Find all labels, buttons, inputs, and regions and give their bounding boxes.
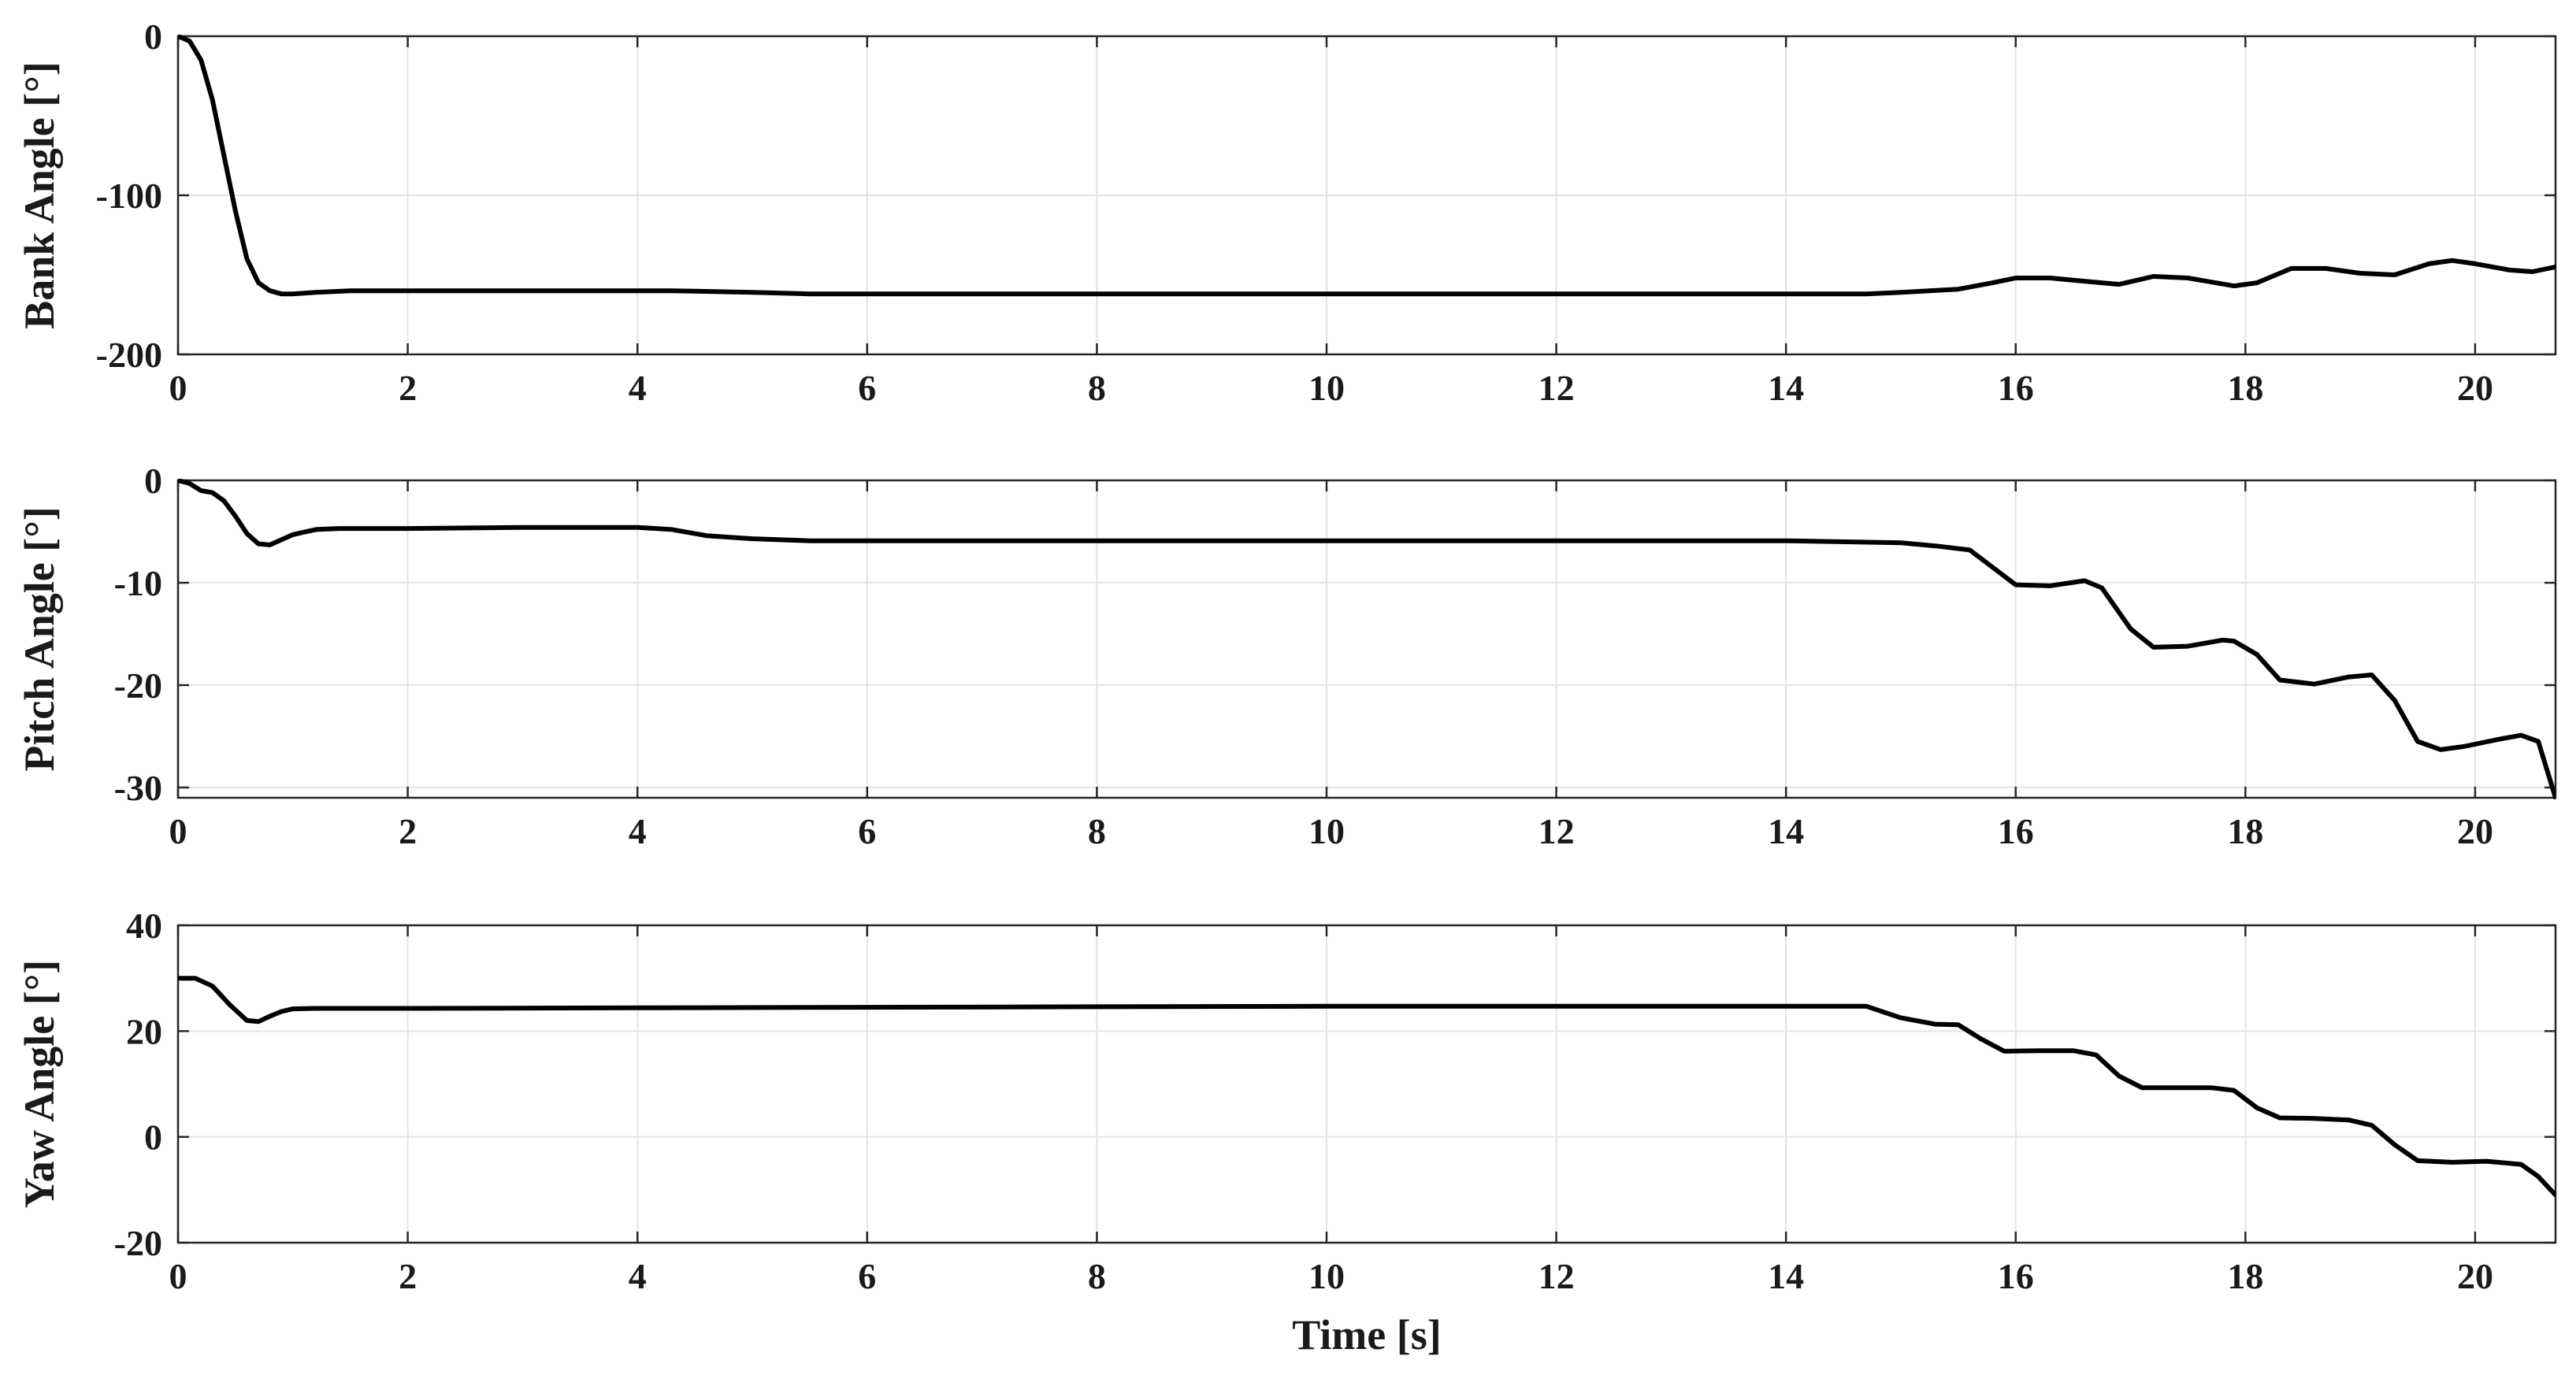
yaw-x-tick-label: 4 (629, 1256, 647, 1296)
yaw-y-tick-label: 40 (126, 906, 162, 946)
pitch-y-axis-label: Pitch Angle [°] (16, 506, 63, 772)
bank-x-tick-label: 14 (1768, 368, 1804, 408)
pitch-x-tick-label: 16 (1998, 811, 2034, 851)
pitch-x-tick-label: 18 (2227, 811, 2263, 851)
yaw-x-tick-label: 0 (169, 1256, 187, 1296)
pitch-x-tick-label: 0 (169, 811, 187, 851)
bank-x-tick-label: 4 (629, 368, 647, 408)
yaw-y-axis-label: Yaw Angle [°] (16, 960, 63, 1209)
yaw-y-tick-label: 20 (126, 1011, 162, 1051)
yaw-x-tick-label: 8 (1088, 1256, 1106, 1296)
pitch-y-tick-label: -10 (114, 563, 162, 603)
bank-x-tick-label: 16 (1998, 368, 2034, 408)
pitch-x-tick-label: 8 (1088, 811, 1106, 851)
pitch-x-tick-label: 4 (629, 811, 647, 851)
yaw-x-tick-label: 12 (1539, 1256, 1575, 1296)
pitch-series-line (178, 479, 2556, 799)
bank-x-tick-label: 12 (1539, 368, 1575, 408)
x-axis-label: Time [s] (1292, 1311, 1441, 1358)
yaw-y-tick-label: 0 (144, 1117, 162, 1158)
bank-x-tick-label: 8 (1088, 368, 1106, 408)
bank-series-line (178, 35, 2556, 297)
bank-x-tick-label: 20 (2457, 368, 2493, 408)
yaw-x-tick-label: 10 (1308, 1256, 1345, 1296)
yaw-x-tick-label: 20 (2457, 1256, 2493, 1296)
yaw-axes-box (176, 924, 2557, 1244)
pitch-x-tick-label: 20 (2457, 811, 2493, 851)
bank-x-tick-label: 0 (169, 368, 187, 408)
yaw-x-tick-label: 18 (2227, 1256, 2263, 1296)
yaw-y-tick-label: -20 (114, 1223, 162, 1263)
bank-x-tick-label: 6 (858, 368, 876, 408)
pitch-axes-box (176, 479, 2557, 799)
pitch-x-tick-label: 10 (1308, 811, 1345, 851)
bank-y-tick-label: -100 (96, 176, 162, 216)
pitch-panel: 0 2 4 6 8 10 12 14 16 18 20 -30 -20 -10 0 Pitch Angle [… (16, 461, 2557, 851)
bank-y-tick-label: 0 (144, 17, 162, 57)
pitch-y-tick-label: 0 (144, 461, 162, 501)
pitch-x-tick-label: 2 (399, 811, 417, 851)
yaw-x-tick-label: 14 (1768, 1256, 1804, 1296)
bank-y-tick-label: -200 (96, 335, 162, 375)
pitch-x-tick-label: 14 (1768, 811, 1804, 851)
bank-x-tick-label: 18 (2227, 368, 2263, 408)
bank-x-tick-label: 2 (399, 368, 417, 408)
pitch-y-tick-label: -20 (114, 665, 162, 706)
pitch-x-tick-label: 12 (1539, 811, 1575, 851)
yaw-x-tick-label: 2 (399, 1256, 417, 1296)
pitch-x-tick-label: 6 (858, 811, 876, 851)
yaw-series-line (178, 976, 2556, 1198)
bank-y-axis-label: Bank Angle [°] (16, 61, 63, 329)
yaw-x-tick-label: 16 (1998, 1256, 2034, 1296)
bank-x-tick-label: 10 (1308, 368, 1345, 408)
yaw-x-tick-label: 6 (858, 1256, 876, 1296)
bank-panel: 0 2 4 6 8 10 12 14 16 18 20 -200 -100 0 Bank Angle [°] (16, 17, 2557, 408)
pitch-y-tick-label: -30 (114, 768, 162, 808)
